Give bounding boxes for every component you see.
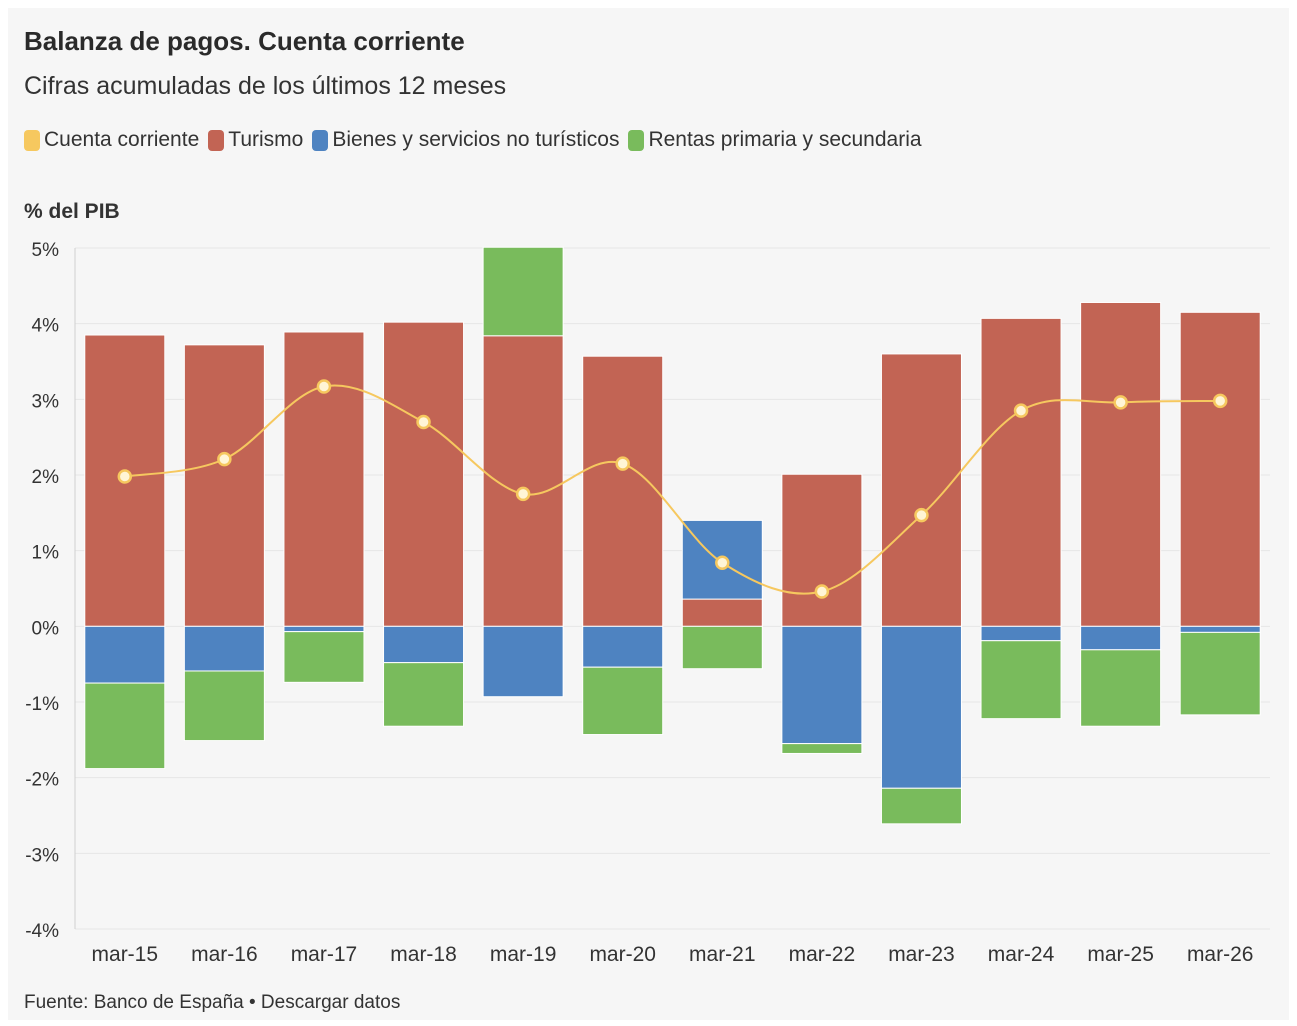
x-tick-label: mar-19 (490, 943, 557, 966)
bar-segment (183, 344, 265, 627)
bar-segment (582, 355, 664, 627)
y-tick-label: -1% (25, 694, 59, 715)
legend-label: Bienes y servicios no turísticos (332, 128, 620, 151)
bar-segment (1179, 631, 1261, 716)
bar-segment (482, 246, 564, 337)
bar-segment (84, 625, 166, 684)
legend-swatch-cuenta-corriente (24, 129, 40, 151)
x-tick-label: mar-23 (888, 943, 955, 966)
x-tick-label: mar-20 (589, 943, 656, 966)
x-tick-label: mar-16 (191, 943, 258, 966)
bar-segment (482, 625, 564, 698)
x-tick-label: mar-21 (689, 943, 756, 966)
cuenta-corriente-point (615, 456, 630, 471)
bar-segment (582, 666, 664, 736)
x-tick-label: mar-22 (789, 943, 856, 966)
legend-item-bienes-servicios[interactable]: Bienes y servicios no turísticos (312, 128, 619, 152)
bar-segment (183, 625, 265, 672)
bar-segment (84, 682, 166, 770)
bar-segment (880, 353, 962, 627)
y-tick-label: -4% (25, 921, 59, 942)
y-tick-label: 1% (32, 543, 60, 564)
cuenta-corriente-point (914, 507, 929, 523)
bar-segment (781, 625, 863, 745)
cuenta-corriente-point (217, 451, 232, 467)
bar-segment (1179, 311, 1261, 627)
chart-card: Balanza de pagos. Cuenta corriente Cifra… (8, 8, 1289, 1020)
bar-segment (980, 317, 1062, 627)
cuenta-corriente-point (416, 414, 431, 430)
legend-item-rentas[interactable]: Rentas primaria y secundaria (628, 128, 922, 152)
chart-plot: 5% 4% 3% 2% 1% 0% -1% -2% -3% -4% mar-15 mar-16 mar-… (25, 240, 1270, 966)
bar-segment (1080, 649, 1162, 727)
bar-segment (383, 321, 465, 627)
x-tick-label: mar-24 (988, 943, 1055, 966)
y-tick-label: 5% (32, 240, 60, 261)
bar-segment (183, 670, 265, 742)
cuenta-corriente-point (316, 379, 332, 394)
legend-label: Rentas primaria y secundaria (648, 128, 922, 151)
bar-segment (1179, 625, 1261, 633)
x-tick-label: mar-26 (1187, 943, 1254, 966)
cuenta-corriente-point (515, 486, 531, 502)
x-tick-label: mar-25 (1087, 943, 1154, 966)
y-tick-label: 0% (32, 618, 60, 639)
bar-segment (681, 598, 763, 627)
legend-swatch-rentas (628, 129, 645, 151)
bar-segment (383, 625, 465, 664)
x-tick-label: mar-15 (92, 943, 159, 966)
cuenta-corriente-point (117, 469, 133, 484)
chart-subtitle: Cifras acumuladas de los últimos 12 mese… (24, 72, 507, 100)
source-note: Fuente: Banco de España • Descargar dato… (24, 992, 401, 1013)
bar-segment (980, 640, 1062, 720)
bar-segment (283, 331, 365, 627)
y-tick-label: -3% (25, 845, 59, 866)
bar-segment (980, 625, 1062, 642)
cuenta-corriente-point (715, 555, 730, 571)
legend-label: Cuenta corriente (44, 128, 200, 151)
x-tick-label: mar-18 (390, 943, 457, 966)
bar-segment (880, 787, 962, 825)
bar-segment (1080, 625, 1162, 651)
x-tick-label: mar-17 (291, 943, 358, 966)
y-tick-label: 3% (32, 391, 60, 412)
y-axis-label: % del PIB (24, 200, 120, 223)
chart-legend: Cuenta corriente Turismo Bienes y servic… (24, 128, 931, 152)
legend-item-turismo[interactable]: Turismo (208, 128, 303, 152)
bar-segment (781, 473, 863, 627)
legend-swatch-bienes-servicios (312, 129, 329, 151)
cuenta-corriente-point (1212, 393, 1228, 409)
bar-segment (283, 625, 365, 633)
y-tick-label: 2% (32, 467, 60, 488)
cuenta-corriente-point (1113, 395, 1128, 410)
bar-segment (781, 743, 863, 754)
chart-title: Balanza de pagos. Cuenta corriente (24, 26, 465, 56)
bar-segment (880, 625, 962, 789)
bar-segment (1080, 301, 1162, 627)
legend-swatch-turismo (208, 129, 225, 151)
cuenta-corriente-point (1013, 403, 1029, 418)
legend-label: Turismo (228, 128, 304, 151)
y-tick-label: 4% (32, 316, 60, 337)
y-tick-label: -2% (25, 770, 59, 791)
cuenta-corriente-point (814, 584, 830, 599)
legend-item-cuenta-corriente[interactable]: Cuenta corriente (24, 128, 199, 152)
bar-segment (681, 625, 763, 670)
bar-segment (383, 662, 465, 727)
bar-segment (283, 631, 365, 683)
bar-segment (582, 625, 664, 668)
